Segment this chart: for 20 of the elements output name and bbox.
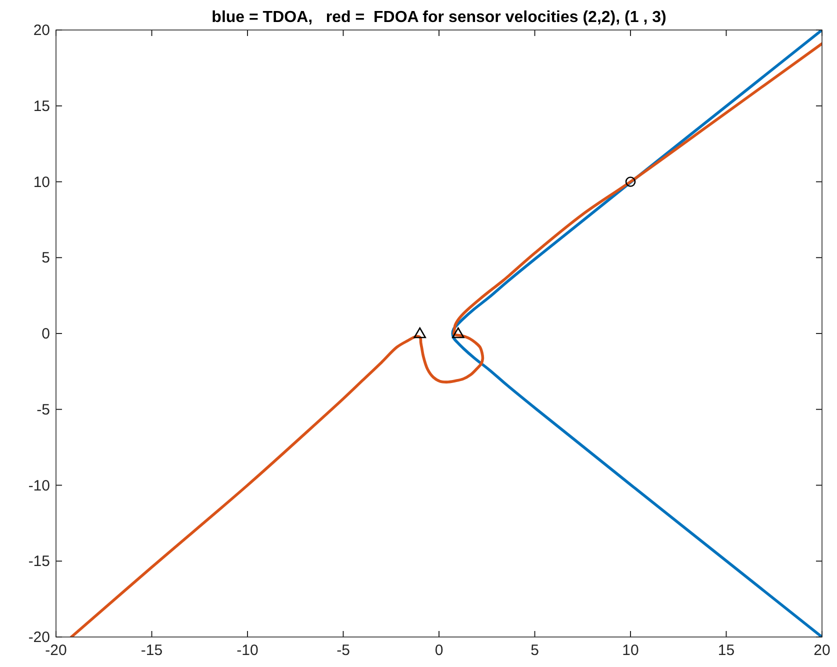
y-tick-label: 20	[33, 22, 50, 39]
line-series	[70, 42, 822, 637]
y-tick-label: -15	[28, 553, 50, 570]
y-tick-label: 10	[33, 174, 50, 191]
y-tick-label: 5	[42, 250, 50, 267]
x-tick-label: -15	[140, 642, 163, 659]
y-tick-label: -20	[28, 629, 50, 646]
y-tick-label: 15	[33, 98, 50, 115]
y-tick-label: -10	[28, 477, 50, 494]
x-tick-label: 5	[530, 642, 539, 659]
chart-title: blue = TDOA, red = FDOA for sensor velocities (2,2), (1 , 3)	[212, 9, 666, 26]
x-tick-label: 15	[718, 642, 735, 659]
y-tick-label: 0	[42, 326, 50, 342]
x-tick-label: 0	[434, 642, 444, 659]
x-tick-label: 20	[814, 642, 830, 659]
y-tick-label: -5	[36, 401, 50, 418]
x-tick-label: -5	[336, 642, 350, 659]
x-tick-label: 10	[622, 642, 639, 659]
x-tick-label: -10	[236, 642, 258, 659]
line-series	[451, 30, 822, 637]
